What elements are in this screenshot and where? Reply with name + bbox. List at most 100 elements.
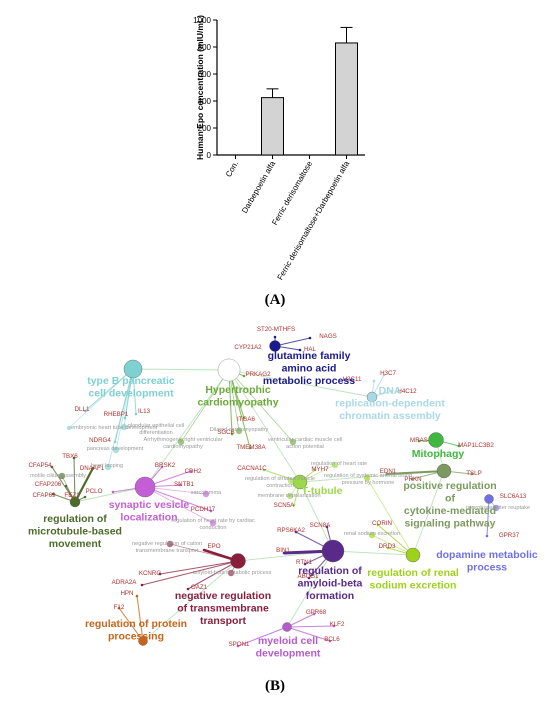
term-node [209, 519, 217, 527]
cluster-label-glutamine: amino acid [282, 363, 337, 375]
gene-node [272, 347, 276, 351]
y-tick-label: 0 [207, 151, 212, 160]
gene-node [332, 624, 336, 628]
network-edge [118, 607, 144, 642]
gene-node [83, 409, 87, 413]
cluster-label-glutamine: metabolic process [263, 375, 355, 387]
gene-node [134, 412, 138, 416]
term-node [289, 438, 297, 446]
cluster-label-dna: DNA [379, 385, 402, 397]
gene-label: DRD3 [379, 543, 396, 550]
cluster-label-hypertrophic: Hypertrophic [205, 384, 271, 396]
gene-node [135, 594, 139, 598]
cytokine-hub-node [436, 463, 452, 479]
gene-node [376, 523, 380, 527]
gene-label: DLL1 [75, 406, 90, 413]
gene-label: DNAAF1 [80, 465, 105, 472]
gene-node [248, 446, 252, 450]
dopamine-hub-node [484, 494, 494, 504]
gene-node [328, 639, 332, 643]
gene-node [242, 416, 246, 420]
gene-node [113, 440, 117, 444]
network-edge [228, 369, 373, 398]
network-edge [377, 524, 414, 556]
protein-hub-node [138, 636, 148, 646]
network-edge [73, 457, 76, 503]
gene-node [158, 572, 162, 576]
cluster-label-cytokine: positive regulation [403, 480, 496, 492]
gene-label: CFAP69 [32, 492, 56, 499]
gene-node [312, 612, 316, 616]
mitophagy-hub-node [428, 432, 444, 448]
cluster-label-cytokine: cytokine-mediated [404, 505, 496, 517]
gene-label: H3C11 [343, 376, 362, 383]
x-tick-label: Ferric derisomaltose+Darbepoetin alfa [276, 159, 352, 282]
gene-node [160, 465, 164, 469]
network-edge [68, 368, 134, 429]
gene-label: CYP21A2 [234, 344, 262, 351]
cluster-label-amyloid: formation [306, 590, 354, 602]
network-edge [412, 470, 445, 556]
gene-label: EDN1 [380, 468, 397, 475]
term-label: regulation of striated muscle [245, 476, 315, 482]
bar [261, 97, 284, 156]
term-node [363, 474, 371, 482]
gene-node [325, 525, 329, 529]
cluster-label-amyloid: amyloid-beta [298, 578, 363, 590]
network-edge [132, 368, 230, 371]
transmembrane-hub-node [230, 553, 246, 569]
gene-label: CFAP206 [35, 481, 62, 488]
gene-label: F12 [114, 604, 125, 611]
x-tick-label: Ferric derisomaltose [270, 159, 314, 227]
term-node [166, 540, 174, 548]
cluster-label-dna: replication-dependent [335, 398, 445, 410]
term-node [235, 427, 243, 435]
cluster-label-myeloid: myeloid cell [258, 635, 318, 647]
term-node [287, 477, 295, 485]
cluster-label-cytokine: of [445, 493, 455, 505]
cluster-label-protein: processing [108, 631, 164, 643]
gene-node [230, 432, 234, 436]
cluster-label-renal: sodium excretion [370, 580, 457, 592]
network-edge [136, 595, 144, 642]
gene-label: RTN1 [296, 559, 313, 566]
term-label: pancreas development [87, 446, 144, 452]
cluster-label-protein: regulation of protein [85, 618, 187, 630]
renal-hub-node [405, 547, 421, 563]
cluster-label-glutamine: glutamine family [268, 350, 351, 362]
cluster-label-transmembrane: transport [200, 615, 247, 627]
gene-label: GPR37 [499, 532, 520, 539]
gene-label: CFAP54 [28, 462, 52, 469]
term-label: renal sodium excretion [344, 531, 400, 537]
gene-label: FEZ1 [64, 492, 80, 499]
gene-node [303, 562, 307, 566]
term-label: differentiation [139, 430, 172, 436]
gene-node [386, 546, 390, 550]
term-node [368, 531, 376, 539]
gene-label: SPON1 [229, 641, 251, 648]
network-diagram: ST20-MTHFS NAGS CYP21A2 HAL H3C7 H3C11 H4C12 PR… [28, 326, 538, 660]
term-node [104, 463, 112, 471]
gene-label: SCN5A [274, 502, 296, 509]
cluster-label-renal: regulation of renal [367, 567, 459, 579]
gene-label: GPR68 [306, 609, 327, 616]
gene-node [489, 496, 493, 500]
cluster-label-microtubule: microtubule-based [28, 526, 122, 538]
term-label: embryonic heart tube development [71, 425, 158, 431]
term-label: pressure by hormone [342, 480, 395, 486]
term-label: regulation of heart rate [311, 461, 367, 467]
y-tick-label: 600 [198, 70, 212, 79]
network-edge [237, 626, 288, 647]
term-node [492, 504, 500, 512]
synaptic-hub-node [134, 476, 156, 498]
network-edge [486, 498, 490, 537]
gene-label: ITGA6 [237, 416, 255, 423]
gene-node [186, 587, 190, 591]
network-edge [332, 550, 414, 556]
cluster-label-microtubule: regulation of [43, 513, 107, 525]
gene-node [273, 335, 277, 339]
microtubule-hub-node [69, 496, 81, 508]
gene-label: SLC6A13 [500, 493, 527, 500]
glutamine-hub-node [269, 340, 281, 352]
gene-label: H4C12 [397, 388, 417, 395]
